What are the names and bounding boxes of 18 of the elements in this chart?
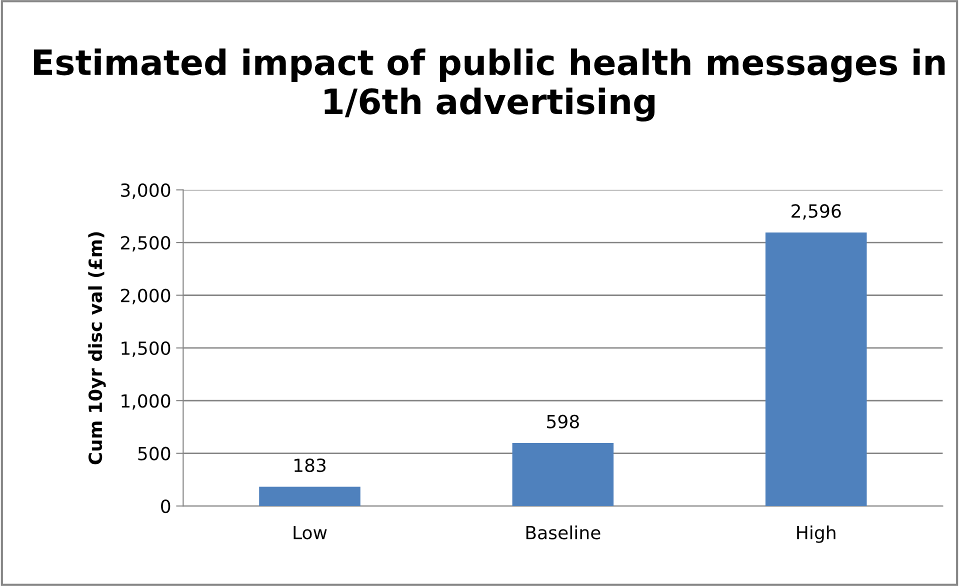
x-tick-label: Baseline: [526, 525, 600, 540]
y-tick-label: 500: [138, 446, 170, 460]
x-tick-label: High: [797, 525, 836, 543]
y-tick-label: 2,500: [120, 236, 170, 252]
data-label: 183: [294, 458, 326, 472]
bar: [512, 442, 614, 506]
y-tick-label: 0: [161, 499, 170, 514]
y-tick-label: 2,000: [120, 288, 170, 304]
y-tick-label: 3,000: [121, 183, 170, 199]
y-axis-title: Cum 10yr disc val (£m): [88, 232, 106, 464]
y-tick-label: 1,500: [122, 341, 170, 357]
x-tick-label: Low: [294, 526, 327, 540]
chart-title: Estimated impact of public health messages in 1/6th advertising: [34, 48, 945, 122]
data-label: 2,596: [792, 204, 841, 220]
data-label: 598: [547, 414, 579, 428]
bar: [765, 232, 867, 506]
y-tick-label: 1,000: [122, 394, 170, 410]
bar: [259, 486, 360, 506]
